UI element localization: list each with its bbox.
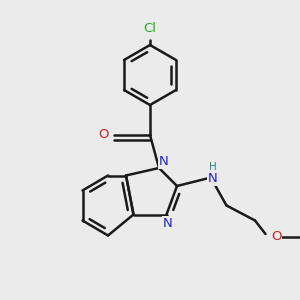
Text: N: N bbox=[208, 172, 218, 185]
Text: O: O bbox=[271, 230, 281, 244]
Text: N: N bbox=[159, 155, 168, 169]
Text: Cl: Cl bbox=[143, 22, 157, 35]
Text: H: H bbox=[209, 161, 217, 172]
Text: O: O bbox=[98, 128, 109, 142]
Text: N: N bbox=[163, 217, 173, 230]
